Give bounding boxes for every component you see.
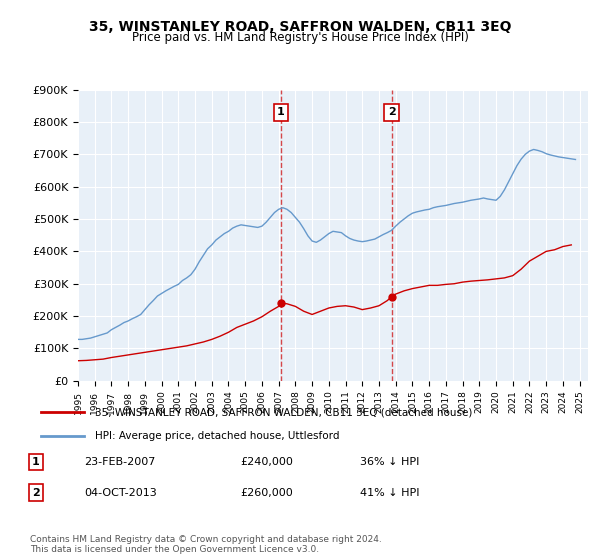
Text: 1: 1 [277, 108, 285, 117]
Text: 04-OCT-2013: 04-OCT-2013 [84, 488, 157, 498]
Text: 2: 2 [388, 108, 395, 117]
Text: 41% ↓ HPI: 41% ↓ HPI [360, 488, 419, 498]
Text: 1: 1 [32, 457, 40, 467]
Text: 35, WINSTANLEY ROAD, SAFFRON WALDEN, CB11 3EQ (detached house): 35, WINSTANLEY ROAD, SAFFRON WALDEN, CB1… [95, 408, 472, 418]
Text: Contains HM Land Registry data © Crown copyright and database right 2024.
This d: Contains HM Land Registry data © Crown c… [30, 535, 382, 554]
Text: Price paid vs. HM Land Registry's House Price Index (HPI): Price paid vs. HM Land Registry's House … [131, 31, 469, 44]
Text: 23-FEB-2007: 23-FEB-2007 [84, 457, 155, 467]
Text: £240,000: £240,000 [240, 457, 293, 467]
Text: 2: 2 [32, 488, 40, 498]
Text: £260,000: £260,000 [240, 488, 293, 498]
Text: 35, WINSTANLEY ROAD, SAFFRON WALDEN, CB11 3EQ: 35, WINSTANLEY ROAD, SAFFRON WALDEN, CB1… [89, 20, 511, 34]
Text: HPI: Average price, detached house, Uttlesford: HPI: Average price, detached house, Uttl… [95, 431, 340, 441]
Text: 36% ↓ HPI: 36% ↓ HPI [360, 457, 419, 467]
